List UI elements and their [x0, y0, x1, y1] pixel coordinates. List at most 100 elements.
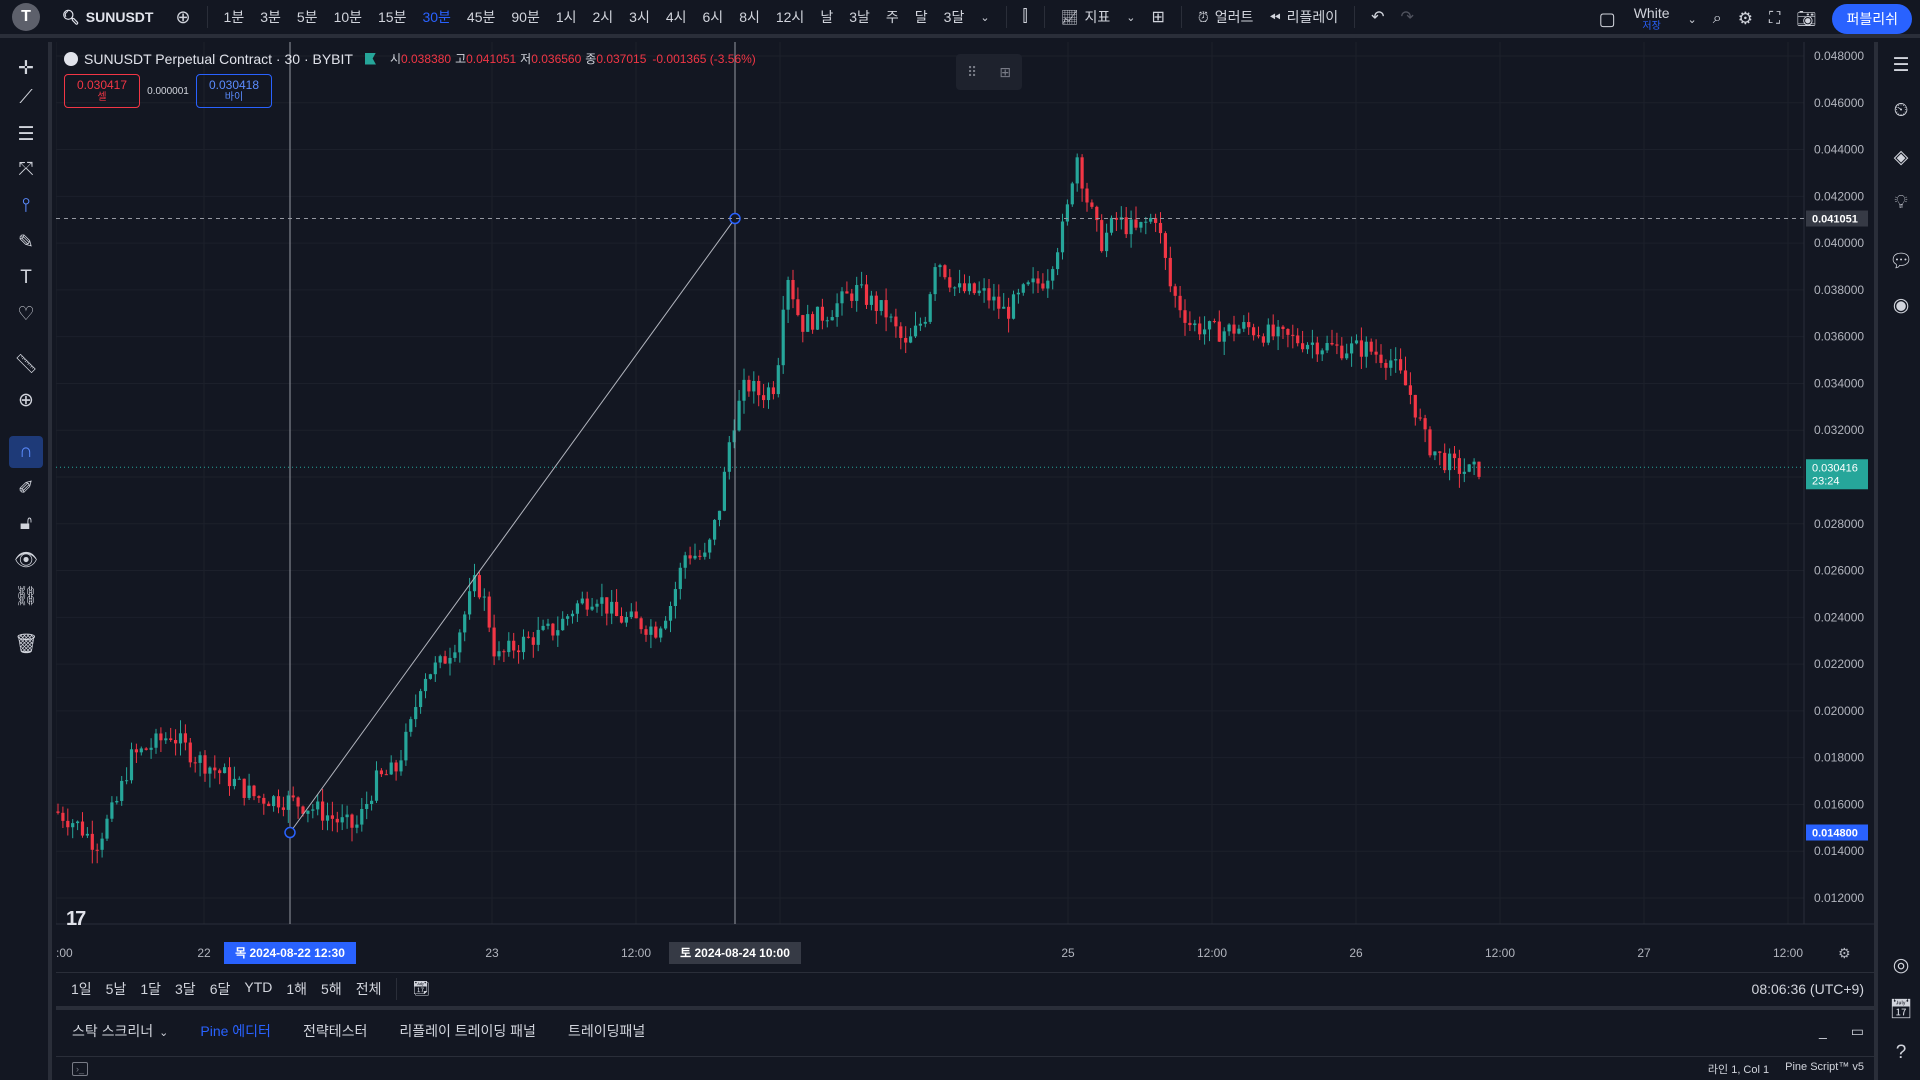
bottom-tab[interactable]: 스탁 스크리너 ⌄: [72, 1023, 169, 1039]
layout-square-icon[interactable]: ▢: [1598, 8, 1616, 29]
interval-button[interactable]: 1분: [223, 9, 245, 25]
compare-add-icon[interactable]: ⊕: [175, 6, 191, 27]
interval-button[interactable]: 5분: [296, 9, 318, 25]
publish-button[interactable]: 퍼블리쉬: [1832, 4, 1912, 34]
interval-button[interactable]: 1시: [555, 9, 577, 25]
interval-button[interactable]: 주: [885, 9, 899, 25]
interval-button[interactable]: 90분: [511, 9, 540, 25]
interval-button[interactable]: 45분: [466, 9, 496, 25]
range-button[interactable]: 5날: [105, 980, 127, 997]
brush-icon[interactable]: ✎: [18, 231, 34, 253]
pattern-tool-icon[interactable]: ⤧: [18, 159, 34, 180]
chat-icon[interactable]: 💬︎: [1888, 251, 1914, 272]
interval-button[interactable]: 3분: [260, 9, 281, 25]
interval-button[interactable]: 3달: [943, 9, 965, 25]
undo-icon[interactable]: ↶: [1371, 9, 1385, 26]
trash-icon[interactable]: 🗑︎: [13, 634, 39, 655]
indicators-button[interactable]: 📈︎ 지표: [1053, 2, 1119, 32]
console-icon[interactable]: ›_: [72, 1061, 88, 1076]
clock-timezone[interactable]: 08:06:36 (UTC+9): [1751, 980, 1864, 997]
quick-search-icon[interactable]: ⌕: [1712, 10, 1722, 27]
zoom-in-icon[interactable]: ⊕: [18, 389, 34, 411]
drag-handle-icon[interactable]: ⠿: [967, 63, 978, 80]
prediction-tool-icon[interactable]: ⫯: [21, 195, 31, 216]
interval-button[interactable]: 12시: [775, 9, 805, 25]
replay-button[interactable]: ⏪︎ 리플레이: [1261, 2, 1346, 32]
bottom-tab[interactable]: 전략테스터: [302, 1023, 368, 1039]
watchlist-icon[interactable]: ☰: [1892, 54, 1910, 76]
layout-dropdown-icon[interactable]: ⌄: [1687, 13, 1697, 26]
candlestick-chart[interactable]: 0.048000 0.046000 0.044000 0.042000 0.040000…: [56, 42, 1874, 972]
bottom-tab[interactable]: Pine 에디터: [200, 1023, 271, 1039]
user-avatar[interactable]: T: [12, 3, 40, 31]
interval-button[interactable]: 4시: [665, 9, 687, 25]
indicators-dropdown-icon[interactable]: ⌄: [1126, 11, 1136, 24]
compass-icon[interactable]: ◎: [1892, 954, 1910, 976]
settings-gear-icon[interactable]: ⚙: [1737, 9, 1753, 28]
legend-title[interactable]: SUNUSDT Perpetual Contract · 30 · BYBIT: [84, 50, 353, 67]
screener-dropdown-icon[interactable]: ⌄: [159, 1027, 169, 1039]
goto-date-icon[interactable]: 📆︎: [412, 980, 431, 996]
help-icon[interactable]: ?: [1895, 1042, 1907, 1063]
range-button[interactable]: 5해: [321, 980, 342, 997]
chart-type-candles-icon[interactable]: ⫿: [1022, 8, 1028, 25]
range-button[interactable]: 1달: [140, 980, 162, 997]
interval-button[interactable]: 15분: [378, 9, 407, 25]
interval-button[interactable]: 날: [820, 9, 834, 25]
interval-button[interactable]: 8시: [739, 9, 760, 25]
magnet-icon[interactable]: ∩: [9, 436, 43, 468]
link-icon[interactable]: ⛓︎: [13, 586, 39, 607]
sell-button[interactable]: 0.030417 셀: [64, 74, 140, 108]
trend-line-handle[interactable]: [284, 826, 296, 839]
interval-dropdown-icon[interactable]: ⌄: [980, 11, 990, 24]
interval-button[interactable]: 3날: [849, 9, 870, 25]
heart-icon[interactable]: ♡: [17, 303, 35, 325]
symbol-search-button[interactable]: 🔍︎ SUNUSDT: [62, 9, 153, 26]
alerts-clock-icon[interactable]: ⏲︎: [1893, 100, 1909, 121]
tradingview-logo[interactable]: 17: [66, 908, 86, 930]
range-button[interactable]: 1해: [286, 980, 308, 997]
broadcast-icon[interactable]: ◉: [1892, 294, 1910, 316]
chart-area[interactable]: 0.048000 0.046000 0.044000 0.042000 0.040000…: [56, 42, 1874, 972]
add-grid-icon[interactable]: ⊞: [999, 63, 1011, 80]
layout-name-button[interactable]: White 저장: [1624, 6, 1680, 32]
ruler-icon[interactable]: 📏︎: [13, 354, 39, 375]
minimize-panel-icon[interactable]: _: [1818, 1022, 1827, 1039]
text-tool-icon[interactable]: T: [20, 267, 32, 288]
range-button[interactable]: YTD: [244, 978, 273, 995]
axis-settings-icon[interactable]: ⚙: [1838, 946, 1851, 962]
range-button[interactable]: 전체: [355, 980, 382, 997]
interval-button[interactable]: 2시: [592, 9, 614, 25]
pine-version[interactable]: Pine Script™ v5: [1785, 1060, 1864, 1073]
trend-line[interactable]: [289, 218, 736, 833]
range-button[interactable]: 1일: [71, 980, 92, 997]
range-button[interactable]: 6달: [209, 980, 231, 997]
trend-line-icon[interactable]: ⟋: [19, 87, 33, 108]
lock-icon[interactable]: 🔓︎: [19, 513, 33, 534]
range-button[interactable]: 3달: [175, 980, 196, 997]
maximize-panel-icon[interactable]: ▭: [1850, 1022, 1864, 1039]
calendar-icon[interactable]: 📅︎: [1888, 999, 1914, 1020]
interval-button[interactable]: 10분: [333, 9, 363, 25]
time-axis[interactable]: [56, 924, 1874, 972]
crosshair-icon[interactable]: ✛: [18, 57, 34, 79]
layers-icon[interactable]: ◈: [1893, 146, 1909, 168]
floating-drawing-widget[interactable]: ⠿ ⊞: [956, 54, 1022, 90]
lock-pencil-icon[interactable]: ✐: [18, 477, 34, 499]
redo-icon[interactable]: ↷: [1400, 9, 1414, 26]
fib-lines-icon[interactable]: ☰: [17, 123, 35, 145]
interval-button[interactable]: 달: [914, 9, 928, 25]
camera-snapshot-icon[interactable]: 📷︎: [1796, 11, 1817, 28]
alert-button[interactable]: ⏰︎ 얼러트: [1190, 2, 1262, 32]
interval-button[interactable]: 3시: [629, 9, 650, 25]
interval-button[interactable]: 6시: [702, 9, 724, 25]
buy-button[interactable]: 0.030418 바이: [196, 74, 272, 108]
templates-grid-icon[interactable]: ⊞: [1151, 9, 1165, 26]
bottom-tab[interactable]: 리플레이 트레이딩 패널: [399, 1023, 536, 1039]
ideas-lightbulb-icon[interactable]: 💡︎: [1894, 192, 1908, 213]
fullscreen-icon[interactable]: ⛶: [1768, 10, 1781, 27]
bottom-tab[interactable]: 트레이딩패널: [567, 1023, 646, 1039]
flag-icon[interactable]: [364, 52, 376, 65]
eye-icon[interactable]: 👁︎: [13, 550, 39, 571]
interval-button[interactable]: 30분: [422, 9, 451, 25]
